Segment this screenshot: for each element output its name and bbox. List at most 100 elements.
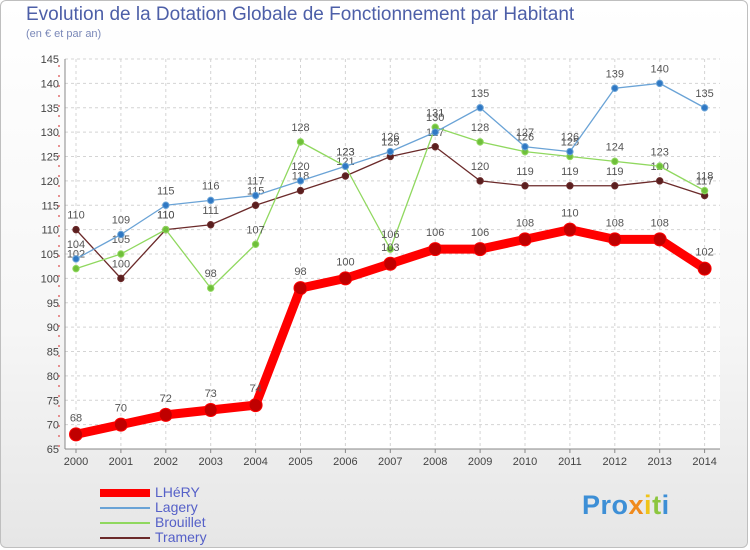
x-tick-label: 2007 [378, 456, 402, 468]
y-tick-label: 85 [47, 347, 59, 359]
point-brouillet [656, 162, 664, 170]
data-label-lagery: 135 [695, 88, 713, 100]
y-tick-label: 135 [41, 103, 59, 115]
point-lagery [207, 196, 215, 205]
point-lagery [251, 191, 260, 200]
data-label-lagery: 123 [336, 146, 354, 158]
point-tramery [72, 225, 80, 234]
point-brouillet [162, 225, 170, 234]
data-label-brouillet: 131 [426, 107, 444, 119]
y-tick-label: 100 [41, 273, 59, 285]
data-label-brouillet: 110 [157, 210, 175, 222]
data-label-lhry: 98 [294, 266, 306, 278]
x-tick-label: 2014 [692, 456, 716, 468]
point-lhry [428, 242, 443, 257]
point-lagery [476, 104, 484, 112]
point-lagery [386, 147, 394, 156]
y-tick-label: 115 [41, 200, 59, 212]
point-lhry [158, 407, 173, 422]
point-lhry [293, 281, 308, 296]
legend-swatch-tramery [100, 537, 150, 539]
y-tick-label: 120 [41, 176, 59, 188]
data-label-lhry: 68 [70, 412, 82, 424]
point-tramery [611, 182, 619, 190]
y-tick-label: 80 [47, 371, 59, 383]
legend-swatch-lhery [100, 489, 150, 497]
x-tick-label: 2009 [468, 456, 492, 468]
data-label-lhry: 102 [695, 247, 713, 259]
data-label-tramery: 120 [471, 161, 489, 173]
point-lagery [341, 162, 350, 170]
y-tick-label: 95 [47, 298, 59, 310]
legend-label-lagery: Lagery [155, 499, 198, 515]
point-lagery [656, 79, 664, 88]
data-label-lhry: 108 [606, 217, 624, 229]
x-tick-label: 2008 [423, 456, 447, 468]
data-label-lhry: 108 [651, 217, 669, 229]
data-label-lagery: 139 [606, 68, 624, 80]
point-tramery [521, 182, 529, 190]
point-lhry [383, 256, 398, 271]
y-tick-label: 70 [47, 420, 59, 432]
point-lagery [566, 147, 574, 156]
data-label-lagery: 120 [291, 161, 309, 173]
x-tick-label: 2006 [333, 456, 357, 468]
data-label-lagery: 126 [561, 132, 579, 144]
y-tick-label: 105 [41, 249, 59, 261]
point-tramery [431, 143, 439, 151]
data-label-lagery: 116 [202, 180, 220, 192]
data-label-brouillet: 128 [471, 122, 489, 134]
data-label-tramery: 110 [157, 210, 175, 222]
data-label-tramery: 119 [516, 166, 534, 178]
x-tick-label: 2011 [558, 456, 582, 468]
x-tick-label: 2010 [513, 456, 537, 468]
data-label-lhry: 103 [381, 242, 399, 254]
data-label-brouillet: 123 [651, 146, 669, 158]
data-label-brouillet: 102 [67, 249, 85, 261]
legend-label-tramery: Tramery [155, 529, 207, 545]
data-label-lhry: 106 [426, 227, 444, 239]
point-tramery [656, 177, 664, 185]
y-tick-label: 110 [41, 225, 59, 237]
data-label-brouillet: 106 [381, 229, 399, 241]
data-label-lhry: 72 [160, 393, 172, 405]
data-label-brouillet: 124 [606, 141, 624, 153]
y-tick-label: 90 [47, 322, 59, 334]
chart-title: Evolution de la Dotation Globale de Fonc… [26, 4, 575, 25]
legend-label-lhery: LHéRY [155, 484, 200, 500]
data-label-brouillet: 118 [696, 171, 714, 183]
data-label-lhry: 74 [249, 383, 261, 395]
legend-swatch-brouillet [100, 522, 150, 524]
data-label-lagery: 127 [516, 127, 534, 139]
point-brouillet [296, 138, 305, 146]
point-lagery [431, 128, 439, 136]
data-label-brouillet: 126 [516, 132, 534, 144]
y-tick-label: 145 [41, 54, 59, 66]
point-lhry [697, 261, 712, 276]
y-tick-label: 140 [41, 78, 59, 90]
point-lhry [473, 242, 488, 257]
data-label-tramery: 100 [112, 258, 130, 270]
point-lagery [117, 230, 125, 239]
data-label-lhry: 106 [471, 227, 489, 239]
x-tick-label: 2002 [154, 456, 178, 468]
point-brouillet [207, 284, 215, 292]
point-tramery [207, 221, 215, 229]
data-label-tramery: 110 [67, 210, 85, 222]
data-label-lagery: 135 [471, 88, 489, 100]
point-tramery [117, 274, 125, 283]
point-brouillet [117, 250, 125, 258]
point-lhry [562, 222, 577, 237]
point-tramery [566, 182, 574, 190]
data-label-brouillet: 98 [205, 268, 217, 280]
data-label-lagery: 104 [67, 239, 85, 251]
data-label-tramery: 119 [606, 166, 624, 178]
data-label-lhry: 108 [516, 217, 534, 229]
point-lagery [700, 104, 709, 112]
point-tramery [476, 177, 484, 185]
x-tick-label: 2003 [198, 456, 222, 468]
data-label-tramery: 119 [561, 166, 579, 178]
x-tick-label: 2001 [109, 456, 133, 468]
proxiti-logo: Proxiti [582, 490, 670, 520]
